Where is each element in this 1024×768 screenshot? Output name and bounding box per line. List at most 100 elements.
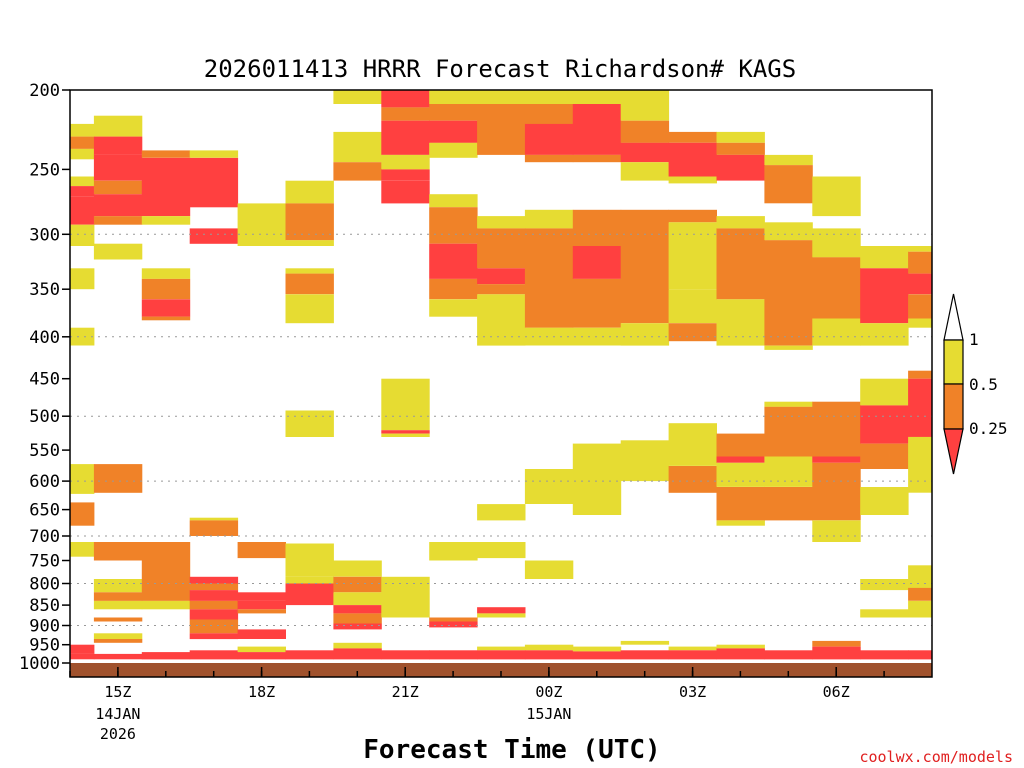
ri-cell	[524, 560, 574, 579]
ri-cell	[477, 228, 526, 269]
ri-cell	[572, 443, 622, 515]
ri-cell	[908, 378, 933, 437]
ri-cell	[93, 600, 143, 610]
ri-cell	[141, 216, 191, 225]
ri-cell	[70, 542, 95, 557]
ri-cell	[477, 284, 526, 295]
ri-cell	[70, 176, 95, 187]
ri-cell	[333, 605, 382, 614]
ri-cell	[93, 579, 143, 593]
surface-layer	[70, 663, 932, 677]
ri-cell	[524, 209, 574, 229]
ri-cell	[812, 228, 861, 258]
ri-cell	[237, 592, 286, 601]
ri-cell	[860, 443, 909, 469]
y-tick-label: 550	[29, 441, 60, 461]
ri-cell	[524, 104, 574, 124]
ri-cell	[93, 592, 143, 601]
ri-cell	[524, 469, 574, 504]
ri-cell	[668, 323, 717, 342]
y-tick-label: 900	[29, 617, 60, 637]
ri-cell	[70, 148, 95, 160]
ri-cell	[70, 502, 95, 526]
ri-cell	[812, 456, 861, 463]
ri-cell	[860, 246, 909, 269]
ri-cell	[237, 652, 286, 660]
ri-cell	[237, 646, 286, 653]
ri-cell	[572, 278, 622, 328]
ri-cell	[285, 180, 334, 204]
ri-cell	[860, 650, 909, 660]
ri-cell	[668, 209, 717, 223]
ri-cell	[716, 299, 765, 346]
ri-cell	[141, 600, 191, 610]
ri-cell	[141, 652, 191, 660]
legend: 1 0.5 0.25	[943, 293, 1008, 475]
ri-cell	[620, 323, 670, 346]
ri-cell	[141, 157, 191, 217]
ri-cell	[237, 600, 286, 610]
ri-cell	[333, 592, 382, 606]
ri-cell	[237, 629, 286, 639]
ri-cell	[70, 653, 95, 660]
ri-cell	[477, 268, 526, 285]
ri-cell	[524, 644, 574, 651]
x-tick-label: 03Z	[679, 683, 706, 701]
ri-cell	[477, 123, 526, 155]
ri-cell	[716, 142, 765, 155]
ri-cell	[764, 456, 813, 487]
y-axis: 200 250 300 350 400 450 500 550 600 650 700 750 8008…	[19, 81, 70, 674]
ri-cell	[429, 299, 478, 317]
ri-cell	[189, 157, 239, 208]
ri-cell	[524, 123, 574, 155]
ri-cell	[93, 464, 143, 493]
ri-cell	[668, 142, 717, 177]
credit-text: coolwx.com/models	[859, 748, 1013, 766]
ri-cell	[237, 203, 286, 246]
ri-cell	[477, 542, 526, 559]
ri-cell	[908, 294, 933, 319]
ri-cell	[141, 150, 191, 158]
ri-cell	[812, 318, 861, 346]
ri-cell	[716, 216, 765, 229]
ri-cell	[860, 579, 909, 591]
ri-cell	[189, 633, 239, 640]
ri-cell	[381, 180, 430, 204]
ri-cell	[668, 650, 717, 660]
ri-cell	[477, 104, 526, 124]
ri-cell	[860, 609, 909, 618]
ri-cell	[764, 222, 813, 241]
legend-bottom-arrow	[943, 428, 964, 475]
ri-cell	[93, 639, 143, 643]
ri-cell	[285, 294, 334, 324]
ri-cell	[908, 565, 933, 588]
ri-cell	[764, 487, 813, 521]
ri-cell	[668, 222, 717, 290]
ri-cell	[620, 209, 670, 324]
ri-cell	[93, 243, 143, 260]
ri-cell	[93, 136, 143, 155]
x-tick-label: 15Z	[104, 683, 131, 701]
ri-cell	[860, 323, 909, 346]
ri-cell	[908, 650, 933, 660]
ri-cell	[141, 316, 191, 321]
ri-cell	[189, 520, 239, 536]
ri-cell	[908, 273, 933, 295]
ri-cell	[381, 169, 430, 181]
ri-cell	[189, 609, 239, 620]
y-tick-label: 700	[29, 527, 60, 547]
ri-cell	[381, 378, 430, 431]
ri-cell	[477, 90, 526, 104]
ri-cell	[477, 504, 526, 521]
ri-cell	[477, 216, 526, 229]
ri-cell	[429, 104, 478, 121]
ri-cell	[668, 466, 717, 493]
ri-cell	[524, 327, 574, 346]
ri-cell	[716, 154, 765, 181]
ri-cell	[381, 433, 430, 437]
y-tick-label: 450	[29, 370, 60, 390]
ri-cell	[668, 289, 717, 324]
ri-cell	[572, 90, 622, 104]
ri-cell	[381, 430, 430, 434]
ri-cell	[93, 617, 143, 622]
